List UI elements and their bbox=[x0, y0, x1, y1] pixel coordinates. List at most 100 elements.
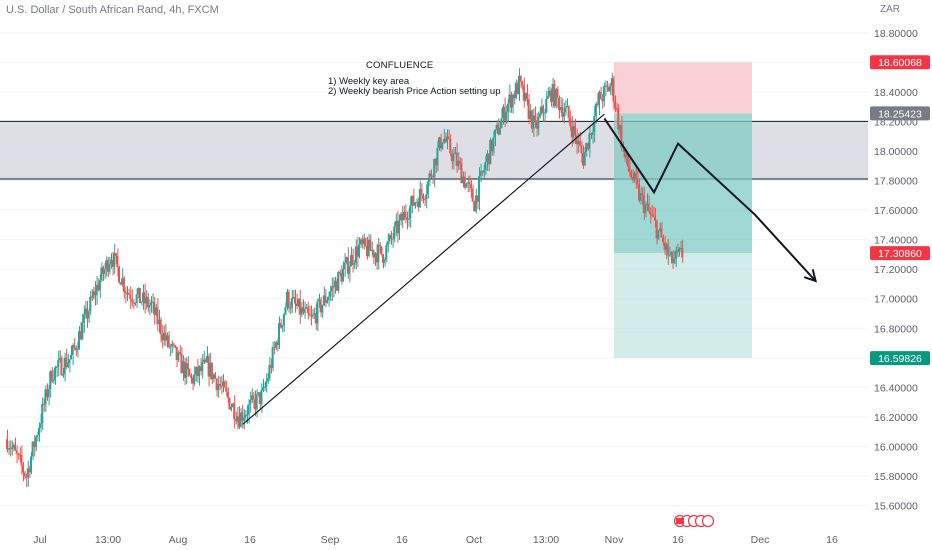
candle bbox=[57, 350, 60, 377]
candle bbox=[129, 286, 132, 309]
candle-body bbox=[278, 323, 280, 346]
candle bbox=[593, 106, 596, 143]
price-tag-label: 18.60068 bbox=[878, 57, 922, 69]
candle bbox=[66, 353, 69, 369]
candle bbox=[543, 108, 546, 122]
candle bbox=[202, 350, 205, 365]
candle-body bbox=[207, 355, 210, 377]
candle bbox=[438, 136, 440, 151]
price-tag-background bbox=[870, 351, 930, 366]
candle-body bbox=[252, 395, 255, 400]
candle-body bbox=[393, 226, 396, 239]
candle bbox=[540, 98, 543, 116]
candle-body bbox=[498, 128, 501, 135]
candle-body bbox=[65, 357, 68, 367]
candle-body bbox=[206, 355, 208, 363]
candle bbox=[324, 289, 327, 308]
candle bbox=[79, 321, 82, 341]
candle-body bbox=[590, 133, 592, 135]
candle-body bbox=[545, 98, 548, 113]
candle-body bbox=[47, 389, 50, 398]
candle-body bbox=[474, 195, 477, 212]
candle bbox=[81, 313, 84, 340]
candle-body bbox=[425, 194, 428, 200]
candle-body bbox=[596, 103, 599, 105]
candle-body bbox=[385, 245, 388, 260]
take-profit-area-reached[interactable] bbox=[614, 113, 752, 254]
candle-body bbox=[609, 86, 612, 92]
candle bbox=[582, 145, 584, 169]
projection-arrowhead-icon bbox=[803, 269, 818, 283]
time-tick-label: 16 bbox=[826, 534, 838, 546]
candle-body bbox=[295, 303, 298, 306]
candle-body bbox=[431, 176, 434, 178]
candle bbox=[636, 170, 639, 189]
candle-body bbox=[433, 158, 436, 178]
economic-events-icon[interactable] bbox=[673, 514, 715, 528]
candle-body bbox=[60, 358, 63, 376]
candle bbox=[610, 72, 613, 96]
candle-body bbox=[439, 137, 442, 149]
candle-body bbox=[34, 436, 37, 447]
candle-body bbox=[369, 239, 372, 251]
candle-body bbox=[370, 250, 373, 252]
ascending-trendline[interactable] bbox=[242, 113, 605, 425]
annotation-heading[interactable]: CONFLUENCE bbox=[366, 60, 434, 71]
projection-path[interactable] bbox=[603, 117, 817, 282]
candle-body bbox=[335, 280, 338, 291]
candle-body bbox=[497, 124, 500, 135]
price-tick-label: 16.20000 bbox=[874, 412, 918, 424]
price-axis[interactable]: 18.8000018.6000018.4000018.2000018.00000… bbox=[874, 28, 918, 513]
candle-body bbox=[542, 106, 544, 113]
candle bbox=[143, 283, 146, 314]
time-axis[interactable]: Jul 13:00 Aug 16 Sep 16 Oct 13:00 Nov 16 Dec 16 bbox=[33, 534, 838, 546]
candle-body bbox=[630, 171, 632, 178]
candle bbox=[314, 304, 317, 331]
candle bbox=[532, 108, 535, 138]
candle bbox=[257, 391, 260, 397]
candle-body bbox=[305, 307, 308, 309]
candle bbox=[505, 105, 508, 125]
candle-body bbox=[676, 250, 679, 252]
candle bbox=[95, 275, 98, 305]
candle bbox=[468, 175, 471, 192]
candle-body bbox=[580, 145, 583, 154]
annotation-line-2[interactable]: 2) Weekly bearish Price Action setting u… bbox=[328, 86, 501, 97]
candle-body bbox=[142, 292, 144, 303]
candle bbox=[450, 149, 453, 170]
candle bbox=[287, 289, 290, 313]
candle bbox=[479, 163, 482, 183]
candle-body bbox=[636, 179, 639, 185]
candle-body bbox=[180, 353, 183, 374]
candle-body bbox=[583, 151, 586, 166]
candle-body bbox=[39, 423, 42, 428]
candle bbox=[415, 198, 418, 207]
candle-body bbox=[98, 280, 101, 291]
candle-body bbox=[198, 366, 200, 377]
candle bbox=[329, 285, 332, 301]
candle-body bbox=[337, 271, 340, 291]
candle bbox=[367, 234, 370, 258]
candle bbox=[306, 301, 309, 320]
price-tag: 18.60068 bbox=[870, 55, 930, 70]
candle-body bbox=[71, 345, 74, 356]
candle-body bbox=[329, 291, 332, 297]
stop-loss-area[interactable] bbox=[614, 62, 752, 114]
candle-body bbox=[666, 244, 669, 256]
candle bbox=[423, 196, 426, 207]
candle-body bbox=[89, 296, 92, 312]
candle-body bbox=[30, 456, 32, 473]
candle-body bbox=[271, 347, 274, 368]
candle-body bbox=[631, 177, 634, 181]
candle bbox=[487, 153, 490, 172]
candle-body bbox=[548, 90, 551, 96]
candle-body bbox=[650, 214, 653, 216]
candle bbox=[63, 352, 66, 382]
candle bbox=[492, 131, 495, 156]
take-profit-area[interactable] bbox=[614, 253, 752, 359]
annotation-line-1[interactable]: 1) Weekly key area bbox=[328, 76, 410, 87]
candle-body bbox=[406, 217, 408, 220]
candle bbox=[49, 370, 52, 398]
candle bbox=[206, 346, 208, 363]
